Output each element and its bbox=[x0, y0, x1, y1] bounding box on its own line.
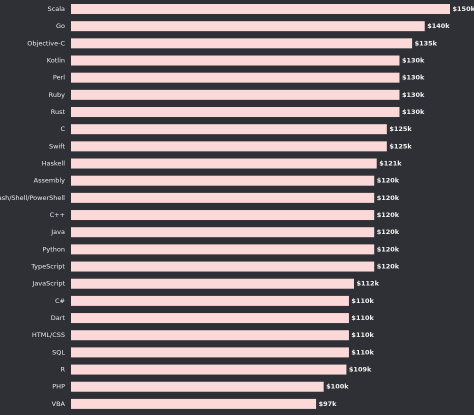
value-label: $150k bbox=[453, 5, 474, 13]
category-label: JavaScript bbox=[31, 280, 65, 288]
value-label: $120k bbox=[377, 245, 400, 253]
category-label: Swift bbox=[49, 142, 65, 150]
bar bbox=[71, 107, 400, 118]
bar bbox=[71, 210, 375, 221]
category-label: HTML/CSS bbox=[32, 331, 65, 339]
category-label: C++ bbox=[50, 211, 65, 219]
category-label: Java bbox=[50, 228, 65, 236]
value-label: $120k bbox=[377, 228, 400, 236]
value-label: $140k bbox=[427, 22, 450, 30]
category-label: C bbox=[60, 125, 65, 133]
category-label: C# bbox=[55, 297, 65, 305]
category-label: SQL bbox=[52, 348, 65, 356]
bar bbox=[71, 55, 400, 66]
category-label: Perl bbox=[53, 74, 65, 82]
category-label: Scala bbox=[48, 5, 65, 13]
bar bbox=[71, 72, 400, 83]
bar bbox=[71, 192, 375, 203]
bar bbox=[71, 330, 349, 341]
bar bbox=[71, 347, 349, 358]
category-label: VBA bbox=[52, 400, 66, 408]
value-label: $112k bbox=[356, 280, 379, 288]
value-label: $100k bbox=[326, 383, 349, 391]
category-label: Objective-C bbox=[27, 39, 65, 47]
bar bbox=[71, 227, 375, 238]
bar bbox=[71, 398, 317, 409]
value-label: $135k bbox=[415, 39, 438, 47]
bar bbox=[71, 124, 387, 135]
category-label: Ruby bbox=[49, 91, 65, 99]
category-label: Go bbox=[56, 22, 65, 30]
category-label: Kotlin bbox=[47, 57, 65, 65]
bar bbox=[71, 38, 413, 49]
bar bbox=[71, 313, 349, 324]
category-label: Python bbox=[42, 245, 65, 253]
bar bbox=[71, 89, 400, 100]
value-label: $120k bbox=[377, 194, 400, 202]
value-label: $130k bbox=[402, 57, 425, 65]
value-label: $109k bbox=[349, 366, 372, 374]
value-label: $120k bbox=[377, 263, 400, 271]
category-label: TypeScript bbox=[30, 263, 65, 271]
bar bbox=[71, 295, 349, 306]
value-label: $110k bbox=[351, 348, 374, 356]
bar bbox=[71, 364, 347, 375]
category-label: Haskell bbox=[42, 160, 66, 168]
value-label: $120k bbox=[377, 211, 400, 219]
category-label: Assembly bbox=[34, 177, 65, 185]
category-label: PHP bbox=[52, 383, 65, 391]
category-label: Dart bbox=[51, 314, 66, 322]
bar bbox=[71, 261, 375, 272]
bar bbox=[71, 141, 387, 152]
category-label: R bbox=[60, 366, 65, 374]
value-label: $125k bbox=[389, 125, 412, 133]
bar bbox=[71, 381, 324, 392]
value-label: $110k bbox=[351, 297, 374, 305]
value-label: $97k bbox=[319, 400, 338, 408]
value-label: $130k bbox=[402, 91, 425, 99]
bar bbox=[71, 278, 354, 289]
value-label: $125k bbox=[389, 142, 412, 150]
bar bbox=[71, 158, 377, 169]
category-label: Bash/Shell/PowerShell bbox=[0, 194, 65, 202]
value-label: $121k bbox=[379, 160, 402, 168]
value-label: $110k bbox=[351, 331, 374, 339]
bar bbox=[71, 21, 425, 32]
value-label: $130k bbox=[402, 74, 425, 82]
bar bbox=[71, 175, 375, 186]
value-label: $120k bbox=[377, 177, 400, 185]
category-label: Rust bbox=[51, 108, 66, 116]
bar bbox=[71, 4, 450, 14]
bar bbox=[71, 244, 375, 255]
value-label: $110k bbox=[351, 314, 374, 322]
value-label: $130k bbox=[402, 108, 425, 116]
